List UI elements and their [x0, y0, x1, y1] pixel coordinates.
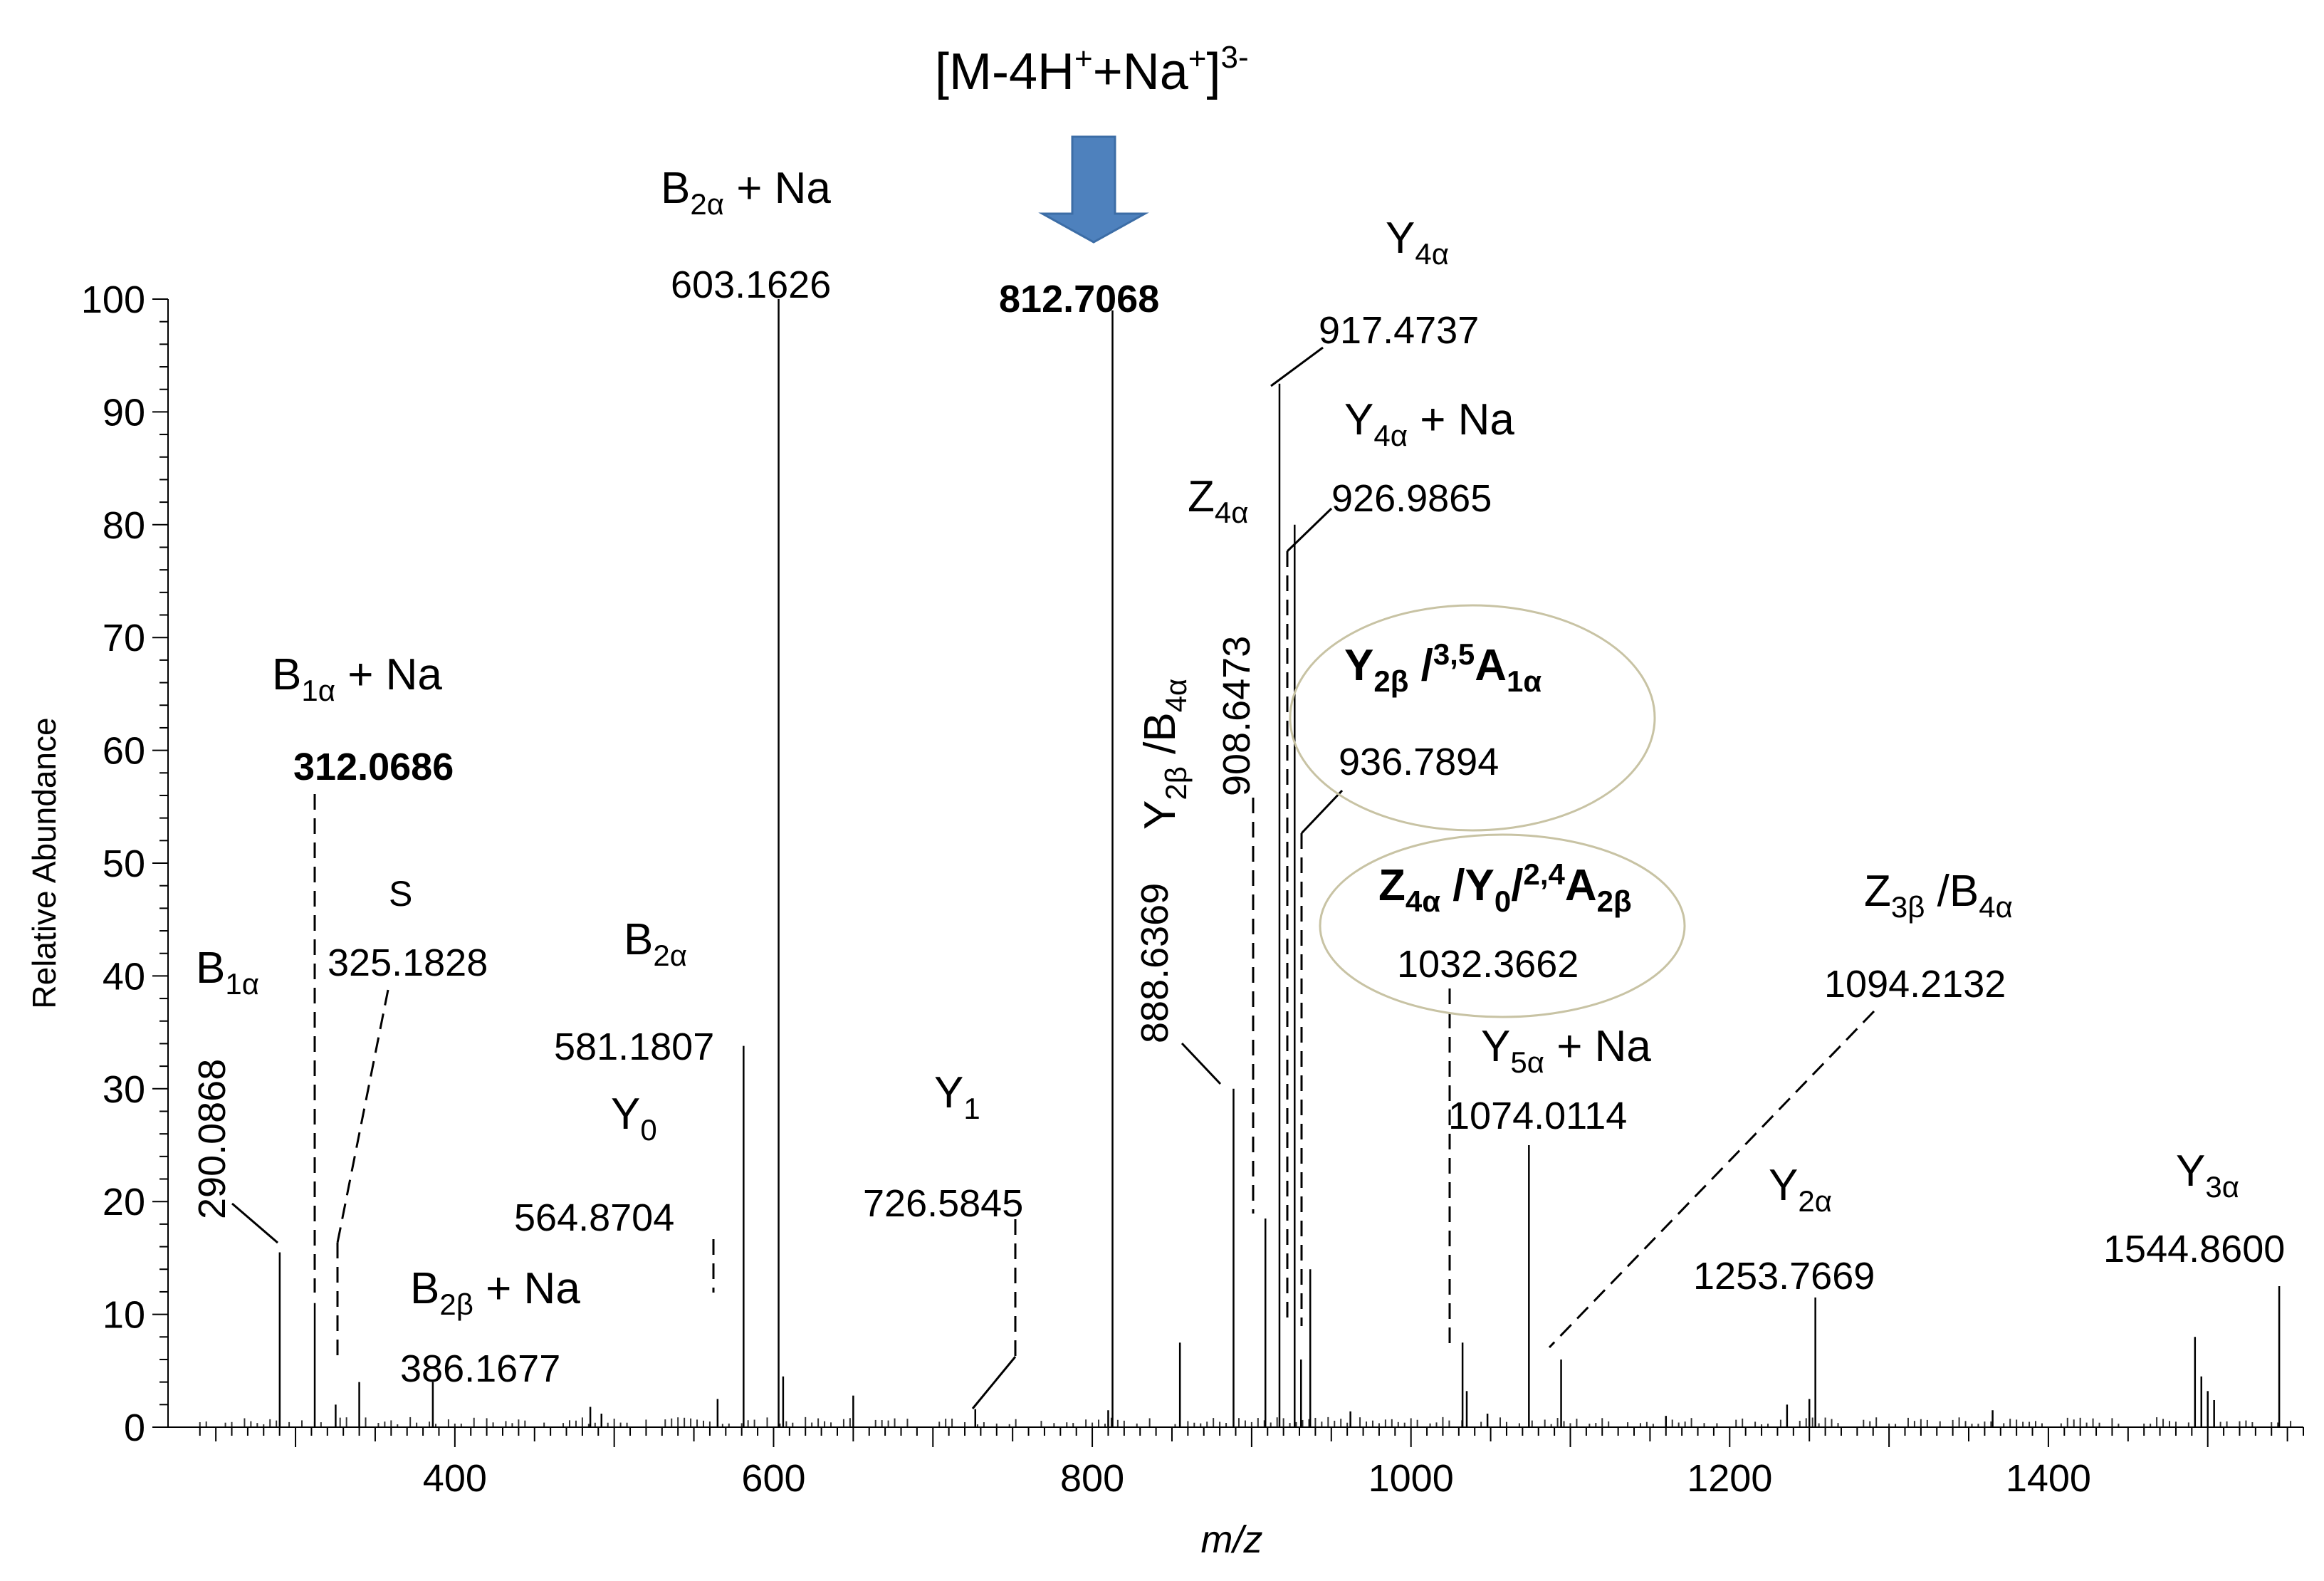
leader-line [1286, 507, 1333, 553]
mz-label: 1074.0114 [1448, 1095, 1627, 1137]
y-tick-label: 50 [103, 842, 145, 885]
mz-label: 312.0686 [293, 746, 454, 788]
label-y4a-na: Y4α + Na [1344, 395, 1514, 452]
precursor-ion-label-end: ] [1207, 43, 1221, 100]
label-b2a: B2α [624, 915, 687, 972]
spectrum-peaks [278, 299, 2281, 1427]
label-z4a: Z4α [1188, 472, 1249, 529]
mz-label: 386.1677 [400, 1347, 560, 1390]
leader-line [1270, 346, 1324, 387]
precursor-ion-label-sup: + [1188, 41, 1207, 76]
leader-line [336, 989, 389, 1243]
label-y2a: Y2α [1769, 1161, 1832, 1218]
precursor-arrow-icon [1038, 135, 1149, 244]
mz-label: 1253.7669 [1693, 1255, 1875, 1298]
label-y4a: Y4α [1386, 214, 1449, 271]
x-tick-label: 800 [1060, 1457, 1124, 1500]
label-b2b-na: B2β + Na [410, 1264, 580, 1321]
y-axis-label: Relative Abundance [26, 717, 63, 1008]
mz-label: 581.1807 [554, 1026, 714, 1068]
mz-label: 603.1626 [671, 264, 831, 306]
y-tick-label: 100 [81, 278, 145, 321]
x-tick-label: 1200 [1687, 1457, 1772, 1500]
y-tick-label: 30 [103, 1068, 145, 1111]
mz-label: 936.7894 [1339, 741, 1499, 783]
mz-label: 290.0868 [191, 1059, 234, 1219]
label-y1: Y1 [934, 1068, 980, 1125]
label-y5a-na: Y5α + Na [1481, 1022, 1651, 1079]
label-z3b-b4a: Z3β /B4α [1864, 867, 2013, 924]
label-s: S [389, 874, 412, 914]
x-tick-label: 1000 [1368, 1457, 1454, 1500]
y-tick-label: 10 [103, 1294, 145, 1337]
mz-label: 908.6473 [1215, 636, 1258, 796]
y-tick-label: 70 [103, 617, 145, 659]
x-axis-label: m/z [1201, 1518, 1263, 1561]
y-axis-ticks: 0 10 20 30 40 50 60 70 80 90 100 [81, 278, 168, 1449]
precursor-ion-label: [M-4H++Na+]3- [935, 40, 1249, 100]
label-y2b-b4a: Y2β /B4α [1136, 679, 1193, 830]
precursor-ion-label-mid: +Na [1093, 43, 1189, 100]
label-z4a-y0-24a2b: Z4α /Y0/2,4A2β [1378, 857, 1632, 918]
leader-line [1181, 1042, 1222, 1085]
leader-line [971, 1356, 1017, 1409]
highlight-ellipse-y2b [1289, 604, 1656, 832]
label-b2a-na: B2α + Na [661, 164, 831, 221]
y-tick-label: 60 [103, 730, 145, 773]
precursor-ion-label-sup: + [1074, 41, 1093, 76]
baseline-noise [199, 1416, 2292, 1427]
label-b1a-na: B1α + Na [272, 650, 442, 707]
precursor-ion-label-charge: 3- [1221, 40, 1249, 75]
mz-label: 926.9865 [1331, 477, 1492, 520]
x-tick-label: 1400 [2006, 1457, 2091, 1500]
leader-line [231, 1202, 278, 1244]
y-tick-label: 20 [103, 1181, 145, 1223]
mz-label: 564.8704 [514, 1196, 674, 1239]
label-b1a: B1α [196, 944, 259, 1001]
x-tick-label: 400 [423, 1457, 487, 1500]
mz-label: 1094.2132 [1824, 963, 2006, 1006]
leader-line [1548, 1010, 1875, 1349]
x-axis-ticks: 400 600 800 1000 1200 1400 [199, 1427, 2304, 1500]
mz-label: 1032.3662 [1397, 943, 1579, 986]
label-y3a: Y3α [2176, 1147, 2239, 1204]
precursor-ion-label-base: [M-4H [935, 43, 1074, 100]
axes [167, 299, 2303, 1428]
mz-label: 325.1828 [328, 941, 488, 984]
x-tick-label: 600 [741, 1457, 805, 1500]
mz-label: 917.4737 [1319, 309, 1479, 352]
mz-label: 812.7068 [999, 278, 1159, 320]
mz-labels: 290.0868 312.0686 325.1828 386.1677 564.… [191, 264, 2285, 1390]
y-tick-label: 90 [103, 391, 145, 434]
highlight-ellipse-z4a [1319, 833, 1686, 1018]
mz-label: 888.6369 [1134, 883, 1176, 1043]
annotation-leaders [231, 346, 1875, 1409]
leader-line [1300, 789, 1344, 835]
y-tick-label: 0 [124, 1407, 145, 1449]
y-tick-label: 40 [103, 955, 145, 998]
mz-label: 1544.8600 [2103, 1228, 2285, 1270]
label-y0: Y0 [611, 1090, 657, 1147]
y-tick-label: 80 [103, 504, 145, 547]
label-y2b-35a1a: Y2β /3,5A1α [1344, 637, 1542, 698]
mz-label: 726.5845 [863, 1182, 1023, 1225]
